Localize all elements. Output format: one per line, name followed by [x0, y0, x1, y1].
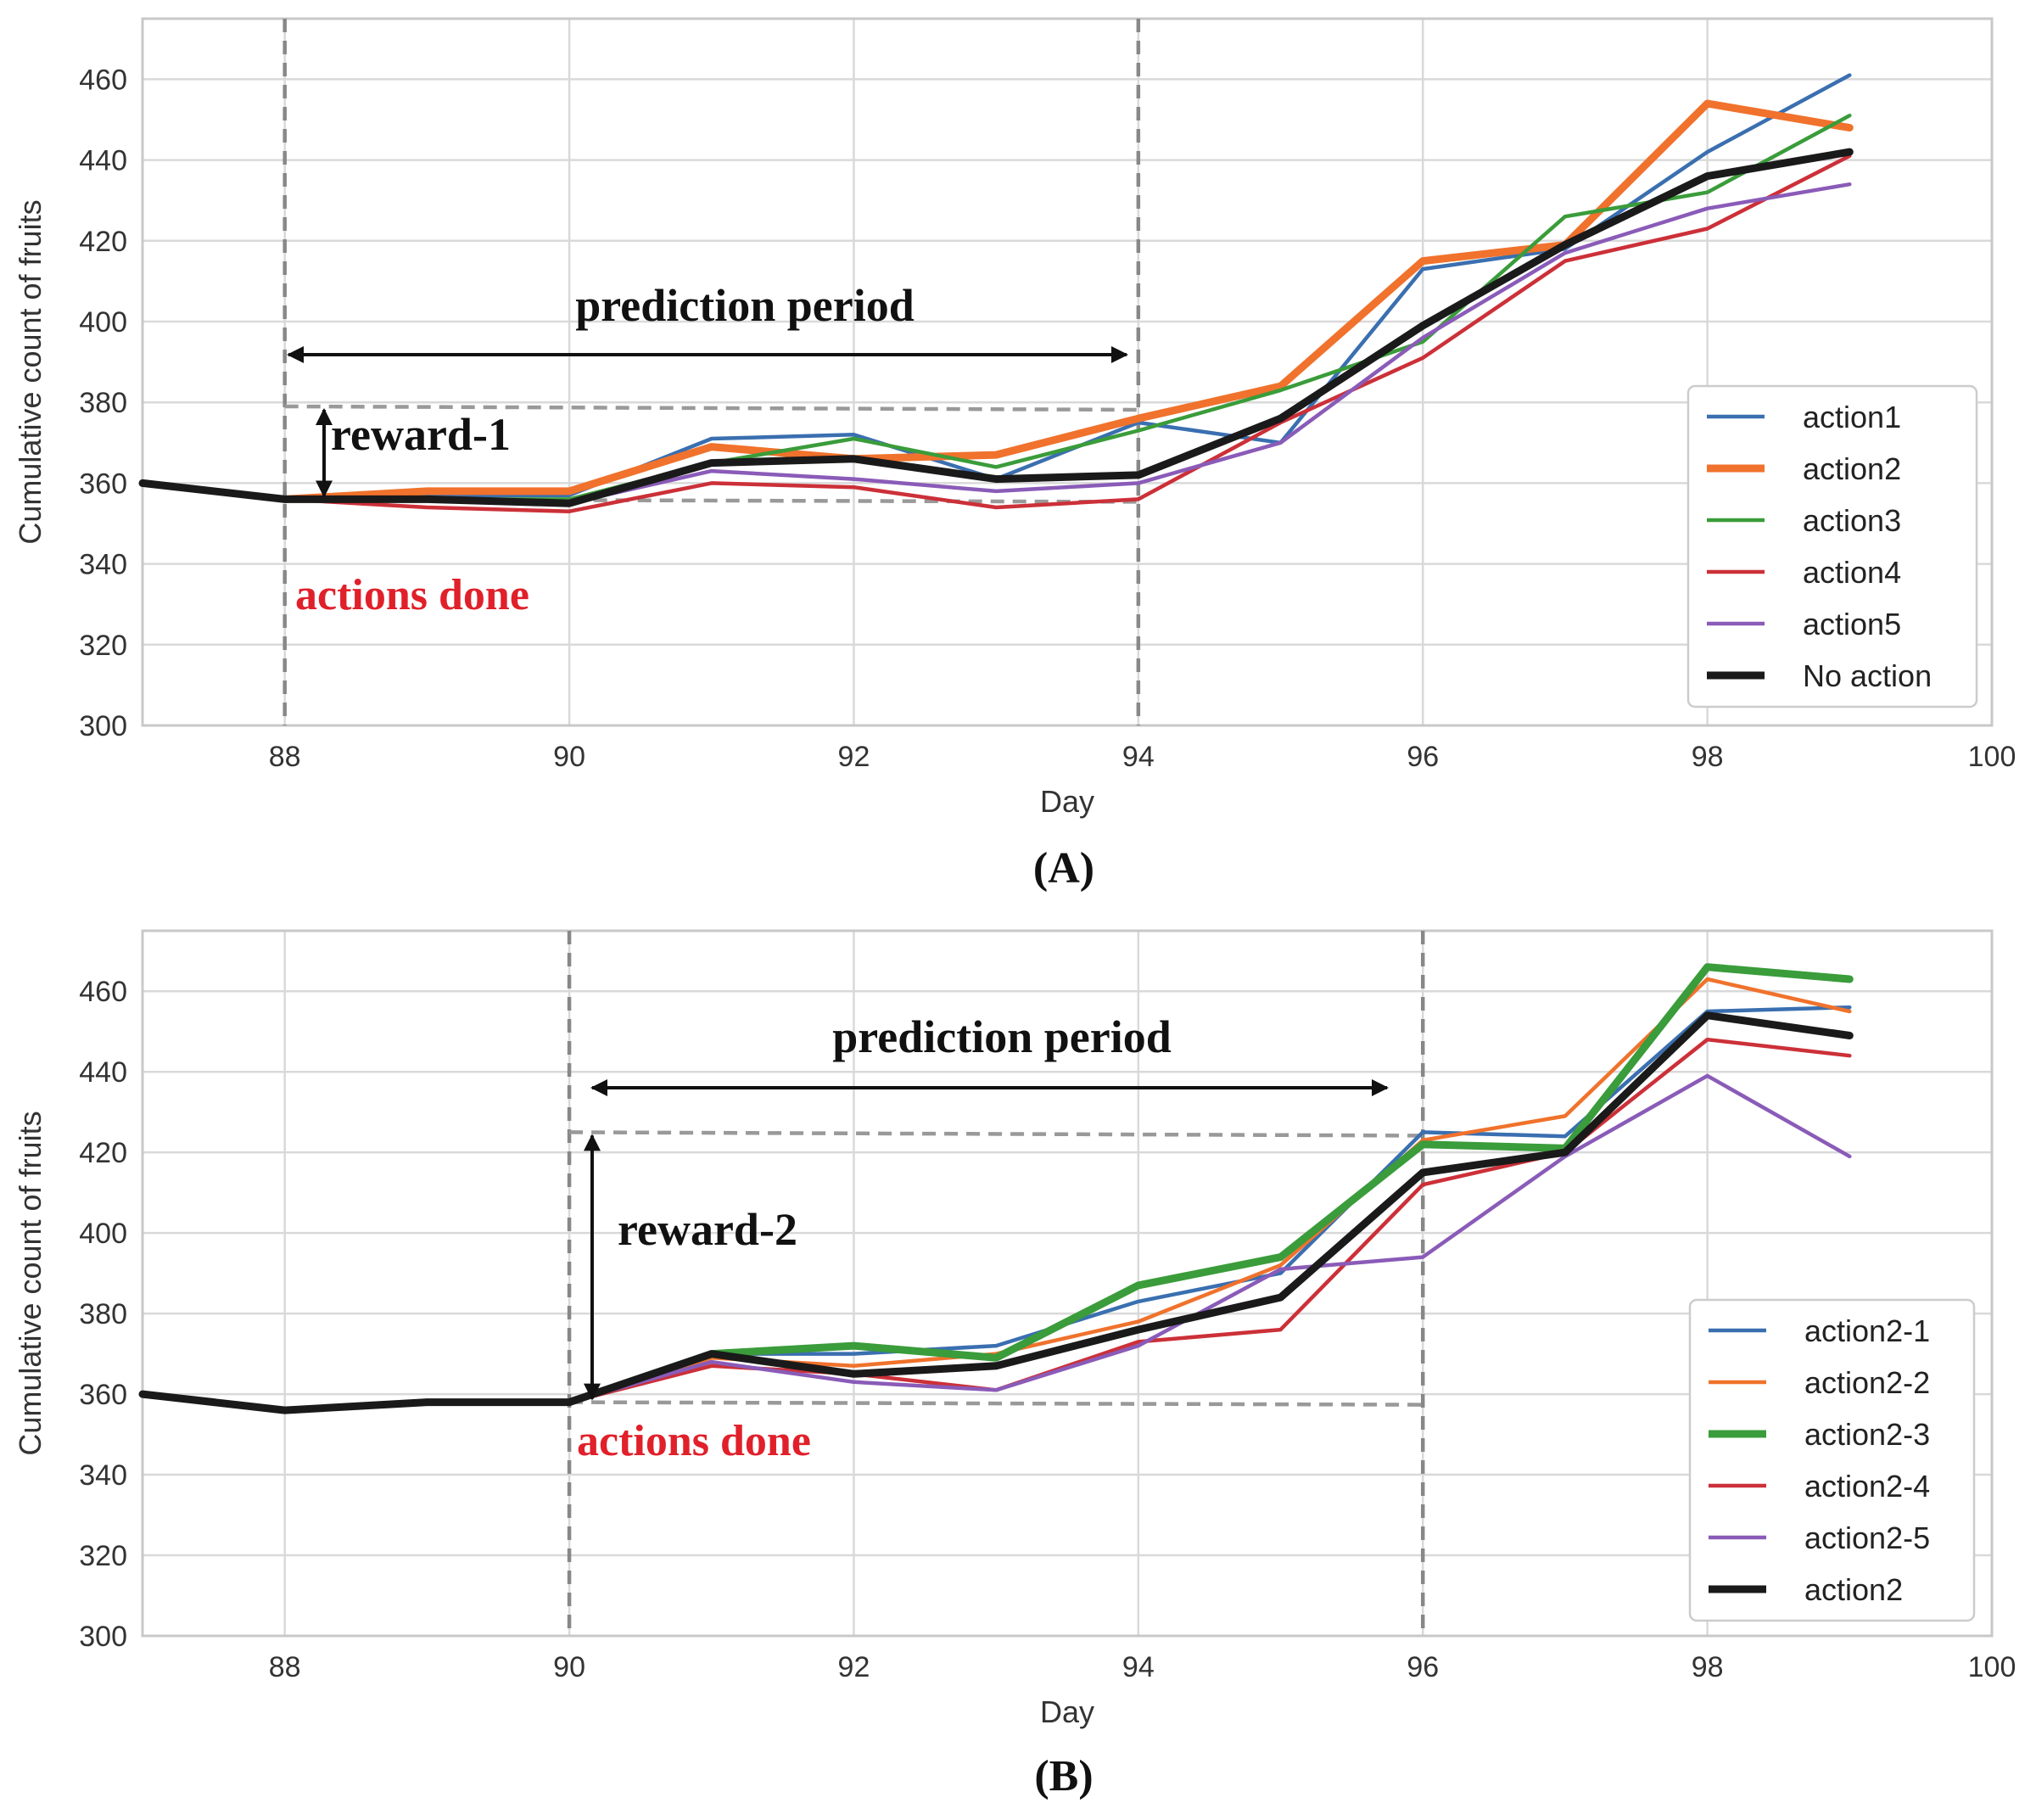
y-tick-label: 360: [79, 1379, 127, 1411]
legend: action1 action2 action3 action4 action5 No ac…: [1686, 384, 1978, 708]
legend-label: action2-5: [1804, 1520, 1930, 1555]
y-tick-label: 440: [79, 145, 127, 177]
y-tick-label: 360: [79, 468, 127, 500]
legend-label: action2-1: [1804, 1313, 1930, 1348]
legend-label: action3: [1803, 503, 1901, 538]
x-tick-label: 92: [838, 741, 870, 773]
reward-bottom-guide: [569, 1400, 1424, 1407]
legend-label: action2-2: [1804, 1365, 1930, 1400]
series-line-action2-3: [565, 963, 1854, 1407]
y-tick-label: 380: [79, 387, 127, 419]
y-tick-label: 380: [79, 1298, 127, 1330]
y-tick-label: 320: [79, 630, 127, 662]
x-axis-title: Day: [1040, 1694, 1094, 1729]
legend-label: action1: [1803, 400, 1901, 434]
x-tick-label: 88: [269, 741, 301, 773]
x-tick-label: 98: [1692, 741, 1724, 773]
y-tick-label: 400: [79, 1218, 127, 1250]
y-tick-label: 420: [79, 226, 127, 258]
y-axis-title: Cumulative count of fruits: [13, 1111, 48, 1455]
legend-label: action5: [1803, 607, 1901, 641]
reward-label: reward-2: [618, 1204, 797, 1255]
reward-label: reward-1: [331, 409, 511, 460]
x-tick-label: 90: [553, 1651, 585, 1683]
x-tick-label: 100: [1968, 1651, 2016, 1683]
y-tick-label: 460: [79, 976, 127, 1008]
y-tick-label: 420: [79, 1137, 127, 1169]
legend-box: [1688, 1298, 1976, 1622]
prediction-period-label: prediction period: [575, 280, 915, 331]
series-line-action2: [138, 1011, 1854, 1414]
y-tick-label: 440: [79, 1056, 127, 1089]
x-tick-label: 92: [838, 1651, 870, 1683]
series-line-action2-4: [567, 1037, 1852, 1404]
legend-label: action2: [1804, 1572, 1903, 1607]
legend: action2-1 action2-2 action2-3 action2-4 acti…: [1688, 1298, 1976, 1622]
x-tick-label: 96: [1407, 1651, 1439, 1683]
panel-a: 88 90 92 94 96 98 100 300 320 340 360 380 400 420 440 4…: [13, 17, 2016, 893]
legend-label: action2-3: [1804, 1417, 1930, 1452]
reward-top-guide: [569, 1130, 1424, 1138]
legend-label: action2: [1803, 451, 1901, 486]
x-tick-label: 98: [1692, 1651, 1724, 1683]
x-tick-label: 88: [269, 1651, 301, 1683]
x-tick-label: 100: [1968, 741, 2016, 773]
x-tick-label: 90: [553, 741, 585, 773]
y-tick-label: 320: [79, 1540, 127, 1572]
legend-label: No action: [1803, 658, 1932, 693]
y-tick-label: 400: [79, 306, 127, 339]
series-line-action2-1: [567, 1005, 1852, 1404]
y-tick-label: 340: [79, 1459, 127, 1492]
panel-caption: (B): [1034, 1752, 1093, 1800]
legend-label: action4: [1803, 555, 1901, 590]
plot-frame: [141, 929, 1994, 1638]
panel-b: 88 90 92 94 96 98 100 300 320 340 360 380 400 420 440 4…: [13, 929, 2016, 1800]
panel-caption: (A): [1033, 844, 1094, 893]
series-line-no-action: [138, 148, 1854, 507]
y-axis-title: Cumulative count of fruits: [13, 199, 48, 544]
y-tick-label: 460: [79, 64, 127, 96]
actions-done-label: actions done: [295, 571, 529, 619]
prediction-period-label: prediction period: [832, 1011, 1172, 1062]
legend-label: action2-4: [1804, 1469, 1930, 1504]
plot-frame: [141, 17, 1994, 727]
reward-top-guide: [284, 404, 1138, 412]
actions-done-label: actions done: [577, 1417, 811, 1465]
series-lines: [138, 73, 1854, 513]
series-line-action2-5: [567, 1073, 1852, 1404]
y-tick-label: 300: [79, 710, 127, 742]
grid: [143, 19, 1994, 727]
series-lines: [138, 963, 1854, 1414]
x-tick-label: 94: [1122, 741, 1155, 773]
series-line-action2-2: [567, 977, 1852, 1404]
y-tick-label: 300: [79, 1621, 127, 1653]
series-line-action5: [282, 182, 1852, 506]
series-line-action2: [281, 99, 1854, 503]
x-axis-title: Day: [1040, 784, 1094, 819]
x-tick-label: 96: [1407, 741, 1439, 773]
y-tick-label: 340: [79, 549, 127, 581]
series-line-action3: [282, 113, 1852, 501]
x-tick-label: 94: [1122, 1651, 1155, 1683]
series-line-action4: [282, 154, 1852, 513]
